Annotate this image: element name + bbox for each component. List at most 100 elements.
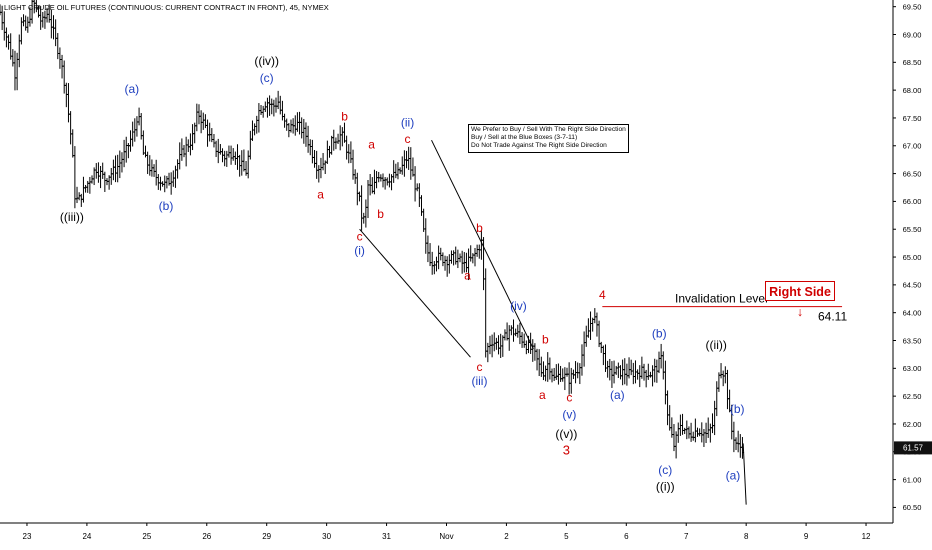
ohlc-bar	[79, 193, 83, 207]
ohlc-bar	[434, 256, 439, 272]
ohlc-bar	[21, 14, 26, 27]
ohlc-bar	[625, 363, 629, 386]
x-tick-label: 5	[564, 532, 569, 541]
ohlc-bar	[653, 358, 657, 383]
wave-label: (b)	[652, 327, 667, 341]
ohlc-bar	[689, 422, 693, 442]
ohlc-bar	[565, 367, 569, 377]
ohlc-bar	[229, 145, 233, 165]
ohlc-bar	[531, 339, 535, 362]
ohlc-bar	[17, 34, 21, 68]
ohlc-bar	[353, 169, 357, 184]
ohlc-bar	[156, 174, 160, 190]
ohlc-bar	[496, 335, 501, 355]
ohlc-bar	[580, 344, 584, 376]
ohlc-bar	[535, 348, 539, 371]
ohlc-bar	[54, 19, 58, 47]
ohlc-bar	[88, 176, 92, 194]
ohlc-bar	[713, 400, 717, 436]
wave-label: (b)	[159, 199, 174, 213]
ohlc-bar	[706, 417, 710, 438]
ohlc-bar	[520, 331, 524, 348]
ohlc-bar	[141, 130, 145, 155]
wave-label: c	[405, 132, 411, 146]
wave-label: ((i))	[656, 480, 675, 494]
ohlc-bar	[377, 171, 381, 183]
ohlc-bar	[317, 165, 321, 183]
overlay-lines	[359, 139, 843, 505]
ohlc-bar	[539, 356, 543, 377]
ohlc-bar	[419, 195, 424, 216]
ohlc-bar	[253, 123, 257, 136]
ohlc-bar	[657, 351, 661, 374]
ohlc-bar	[122, 139, 126, 168]
ohlc-bar	[364, 199, 368, 228]
ohlc-bar	[120, 152, 124, 173]
ohlc-bar	[62, 60, 66, 94]
ohlc-bar	[537, 349, 541, 376]
ohlc-bar	[261, 105, 265, 118]
ohlc-bar	[704, 422, 708, 444]
ohlc-bar	[210, 128, 214, 143]
y-tick-label: 67.00	[903, 142, 922, 151]
ohlc-bar	[334, 137, 338, 150]
y-tick-label: 66.00	[903, 197, 922, 206]
x-tick-label: 8	[744, 532, 749, 541]
ohlc-bar	[533, 343, 537, 361]
rule-line-2: Buy / Sell at the Blue Boxes (3-7-11)	[471, 134, 578, 142]
ohlc-bar	[362, 212, 366, 224]
ohlc-bar	[392, 160, 396, 183]
ohlc-bar	[445, 256, 449, 277]
y-tick-label: 63.50	[903, 336, 922, 345]
ohlc-bar	[629, 359, 633, 376]
ohlc-bar	[437, 245, 441, 270]
ohlc-bar	[325, 140, 329, 164]
y-tick-label: 64.50	[903, 281, 922, 290]
ohlc-bar	[511, 319, 516, 342]
ohlc-bar	[366, 179, 370, 219]
wave-label: b	[476, 221, 483, 235]
wave-label: c	[476, 360, 482, 374]
ohlc-bar	[627, 357, 631, 379]
projected-leg	[742, 443, 747, 505]
ohlc-bar	[725, 369, 730, 410]
ohlc-bar	[310, 139, 314, 164]
ohlc-bar	[683, 427, 687, 435]
right-side-badge: Right Side ↓	[765, 281, 835, 319]
ohlc-bar	[606, 360, 610, 378]
x-tick-label: 30	[322, 532, 331, 541]
invalidation-label: Invalidation Level	[675, 292, 768, 306]
ohlc-bar	[698, 428, 702, 437]
ohlc-bar	[458, 253, 462, 263]
ohlc-bar	[636, 369, 640, 380]
ohlc-bar	[691, 431, 695, 441]
y-tick-label: 67.50	[903, 114, 922, 123]
chart-title: LIGHT CRUDE OIL FUTURES (CONTINUOUS: CUR…	[4, 3, 329, 12]
ohlc-bar	[190, 124, 195, 151]
ohlc-bar	[680, 413, 685, 435]
ohlc-bar	[723, 366, 727, 384]
wave-label: a	[464, 268, 471, 282]
wave-label: (ii)	[401, 115, 414, 129]
ohlc-bar	[231, 148, 235, 161]
ohlc-bar	[355, 172, 359, 206]
ohlc-bar	[546, 352, 550, 382]
ohlc-bar	[700, 422, 704, 443]
ohlc-bar	[439, 247, 443, 261]
ohlc-bar	[738, 434, 742, 458]
wave-label: c	[357, 229, 363, 243]
ohlc-bar	[201, 112, 205, 130]
x-tick-label: 23	[23, 532, 32, 541]
ohlc-bar	[411, 157, 415, 177]
ohlc-bar	[736, 430, 740, 453]
wave-label: ((v))	[555, 427, 577, 441]
ohlc-bar	[501, 335, 505, 357]
ohlc-bar	[710, 413, 715, 434]
ohlc-bar	[415, 183, 419, 192]
ohlc-bar	[225, 150, 229, 167]
ohlc-bar	[336, 133, 340, 144]
y-tick-label: 62.50	[903, 392, 922, 401]
wave-label: (iv)	[510, 299, 527, 313]
ohlc-bar	[732, 421, 736, 453]
ohlc-bar	[257, 103, 261, 133]
